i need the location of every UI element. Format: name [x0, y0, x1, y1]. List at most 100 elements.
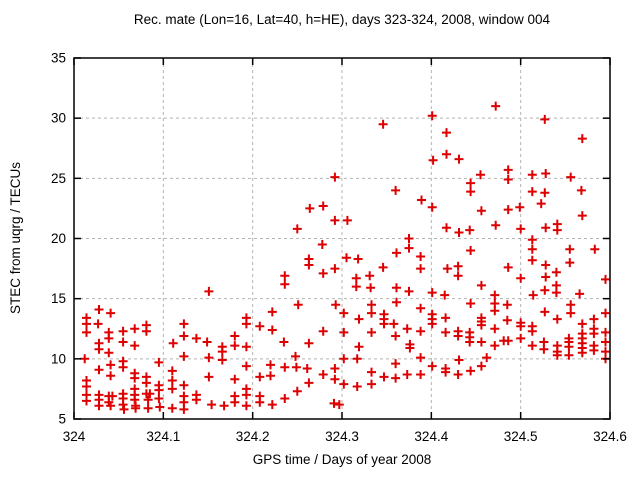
scatter-point: [539, 344, 549, 354]
scatter-point: [416, 303, 426, 313]
scatter-point: [405, 343, 415, 353]
scatter-point: [255, 372, 265, 382]
scatter-point: [465, 337, 475, 347]
scatter-point: [143, 395, 153, 405]
x-tick-label: 324.2: [236, 429, 270, 444]
scatter-point: [304, 338, 314, 348]
scatter-point: [466, 187, 476, 197]
scatter-point: [167, 376, 177, 385]
scatter-point: [330, 215, 340, 225]
scatter-point: [427, 111, 437, 121]
x-tick-label: 324.4: [414, 429, 448, 444]
scatter-point: [527, 255, 537, 265]
scatter-point: [516, 273, 526, 283]
scatter-point: [416, 252, 426, 261]
scatter-point: [280, 394, 290, 403]
scatter-point: [502, 315, 512, 325]
scatter-point: [94, 305, 104, 314]
scatter-point: [441, 327, 451, 337]
scatter-point: [490, 306, 500, 316]
scatter-point: [416, 353, 426, 363]
scatter-point: [503, 262, 513, 272]
scatter-point: [454, 355, 464, 365]
scatter-point: [267, 325, 277, 335]
x-tick-label: 324: [63, 429, 86, 444]
scatter-point: [366, 283, 376, 293]
scatter-point: [589, 329, 599, 339]
x-tick-label: 324.6: [593, 429, 627, 444]
scatter-point: [267, 307, 277, 317]
scatter-point: [293, 300, 303, 310]
scatter-point: [351, 273, 361, 283]
scatter-point: [141, 378, 151, 388]
scatter-point: [565, 258, 575, 268]
scatter-point: [304, 260, 314, 270]
scatter-point: [354, 342, 364, 352]
scatter-point: [540, 285, 550, 295]
scatter-point: [204, 286, 214, 296]
scatter-point: [427, 319, 437, 329]
scatter-point: [130, 373, 140, 383]
scatter-point: [476, 170, 485, 180]
scatter-point: [93, 319, 103, 329]
scatter-point: [392, 248, 401, 258]
scatter-point: [104, 333, 114, 343]
x-tick-label: 324.1: [146, 429, 180, 444]
scatter-point: [202, 337, 212, 347]
scatter-point: [528, 290, 538, 300]
scatter-point: [207, 400, 217, 410]
scatter-point: [230, 374, 240, 384]
scatter-point: [540, 188, 550, 198]
scatter-point: [566, 172, 576, 182]
scatter-point: [292, 224, 302, 234]
scatter-point: [291, 351, 300, 361]
scatter-point: [416, 264, 426, 274]
scatter-point: [131, 403, 141, 413]
scatter-point: [392, 283, 401, 293]
scatter-point: [329, 398, 339, 408]
scatter-point: [367, 308, 376, 318]
scatter-point: [601, 327, 610, 337]
scatter-point: [104, 348, 114, 358]
scatter-point: [577, 348, 587, 358]
scatter-point: [106, 401, 116, 411]
scatter-point: [217, 355, 227, 365]
scatter-point: [241, 401, 251, 411]
scatter-point: [482, 353, 492, 363]
scatter-point: [318, 268, 328, 278]
scatter-point: [154, 357, 164, 367]
scatter-point: [551, 267, 561, 277]
scatter-point: [241, 390, 251, 400]
scatter-point: [302, 364, 312, 373]
scatter-point: [454, 228, 464, 237]
scatter-point: [541, 260, 551, 270]
y-tick-label: 10: [51, 351, 66, 366]
scatter-point: [590, 244, 600, 254]
scatter-point: [378, 262, 388, 272]
scatter-point: [391, 373, 401, 383]
scatter-point: [503, 336, 513, 346]
scatter-point: [107, 391, 117, 401]
scatter-point: [317, 240, 327, 249]
scatter-point: [154, 385, 164, 395]
scatter-point: [389, 319, 399, 329]
scatter-point: [94, 344, 104, 354]
scatter-point: [527, 244, 537, 254]
scatter-point: [465, 225, 475, 235]
scatter-point: [143, 403, 153, 413]
scatter-point: [154, 394, 164, 403]
scatter-point: [230, 341, 240, 351]
scatter-point: [527, 235, 537, 245]
scatter-point: [442, 223, 451, 233]
scatter-point: [516, 321, 526, 331]
scatter-point: [552, 314, 562, 324]
scatter-point: [352, 382, 362, 391]
scatter-point: [179, 404, 189, 414]
scatter-point: [416, 370, 426, 379]
scatter-point: [476, 280, 486, 290]
scatter-point: [266, 360, 275, 370]
scatter-point: [334, 400, 344, 410]
scatter-point: [476, 337, 486, 347]
scatter-point: [476, 206, 486, 216]
